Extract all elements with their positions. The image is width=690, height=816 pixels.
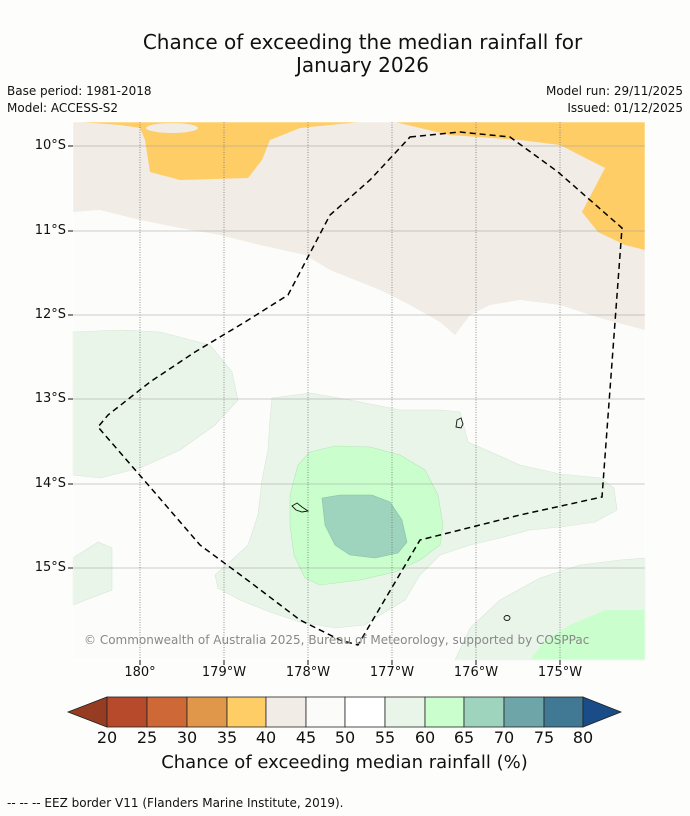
colorbar-30-35 bbox=[186, 696, 228, 728]
colorbar-70-75 bbox=[503, 696, 545, 728]
colorbar-tick: 50 bbox=[334, 728, 356, 747]
lat-label: 12°S bbox=[34, 307, 66, 322]
island-futuna bbox=[291, 502, 310, 513]
colorbar-20-25 bbox=[106, 696, 148, 728]
lat-label: 15°S bbox=[34, 560, 66, 575]
meta-left: Base period: 1981-2018 Model: ACCESS-S2 bbox=[7, 83, 152, 117]
colorbar-50-55 bbox=[344, 696, 386, 728]
lon-label: 180° bbox=[124, 665, 156, 680]
colorbar-35-40 bbox=[226, 696, 267, 728]
colorbar-tick: 65 bbox=[453, 728, 475, 747]
meta-right: Model run: 29/11/2025 Issued: 01/12/2025 bbox=[546, 83, 683, 117]
colorbar-title: Chance of exceeding median rainfall (%) bbox=[161, 752, 528, 773]
colorbar-65-70 bbox=[463, 696, 505, 728]
region-35-40-north bbox=[80, 122, 360, 180]
copyright-notice: © Commonwealth of Australia 2025, Bureau… bbox=[84, 633, 590, 647]
lon-label: 179°W bbox=[201, 665, 247, 680]
lat-label: 13°S bbox=[34, 391, 66, 406]
model-name: Model: ACCESS-S2 bbox=[7, 101, 119, 115]
colorbar-60-65 bbox=[424, 696, 465, 728]
colorbar-75-80 bbox=[543, 696, 584, 728]
colorbar-tick: 55 bbox=[374, 728, 396, 747]
colorbar-tick: 75 bbox=[533, 728, 555, 747]
colorbar-25-30 bbox=[146, 696, 188, 728]
colorbar-tick: 35 bbox=[216, 728, 238, 747]
map-frame bbox=[72, 121, 646, 661]
lon-label: 177°W bbox=[369, 665, 415, 680]
region-65-70 bbox=[321, 494, 408, 559]
region-55-60-west bbox=[72, 329, 239, 479]
colorbar-tick: 20 bbox=[96, 728, 118, 747]
region-40-45-inlet bbox=[146, 123, 198, 133]
base-period: Base period: 1981-2018 bbox=[7, 84, 152, 98]
lat-ticks bbox=[68, 145, 73, 569]
colorbar-extend-low bbox=[66, 696, 108, 728]
colorbar-tick: 45 bbox=[295, 728, 317, 747]
colorbar-40-45 bbox=[265, 696, 307, 728]
region-60-65-southeast bbox=[530, 610, 645, 660]
map-title-line2: January 2026 bbox=[295, 53, 430, 77]
colorbar bbox=[66, 696, 623, 728]
lon-label: 178°W bbox=[285, 665, 331, 680]
region-35-40-east bbox=[395, 122, 645, 250]
lon-label: 175°W bbox=[537, 665, 583, 680]
meridians bbox=[139, 122, 561, 660]
colorbar-tick: 70 bbox=[493, 728, 515, 747]
lon-ticks bbox=[139, 660, 561, 665]
colorbar-tick: 80 bbox=[572, 728, 594, 747]
colorbar-extend-high bbox=[582, 696, 623, 728]
gridlines bbox=[73, 145, 645, 569]
map-title-line1: Chance of exceeding the median rainfall … bbox=[142, 30, 583, 54]
lat-label: 14°S bbox=[34, 476, 66, 491]
lat-label: 10°S bbox=[34, 138, 66, 153]
island-small-se bbox=[503, 615, 511, 621]
eez-footnote: -- -- -- EEZ border V11 (Flanders Marine… bbox=[7, 796, 344, 810]
island-wallis bbox=[455, 417, 464, 429]
colorbar-tick: 60 bbox=[414, 728, 436, 747]
colorbar-tick: 40 bbox=[255, 728, 277, 747]
lat-label: 11°S bbox=[34, 223, 66, 238]
colorbar-tick: 25 bbox=[136, 728, 158, 747]
lon-label: 176°W bbox=[453, 665, 499, 680]
issued-date: Issued: 01/12/2025 bbox=[567, 101, 683, 115]
model-run: Model run: 29/11/2025 bbox=[545, 84, 683, 98]
map-title: Chance of exceeding the median rainfall … bbox=[0, 31, 690, 77]
colorbar-tick: 30 bbox=[176, 728, 198, 747]
colorbar-45-50 bbox=[305, 696, 346, 728]
colorbar-55-60 bbox=[384, 696, 426, 728]
